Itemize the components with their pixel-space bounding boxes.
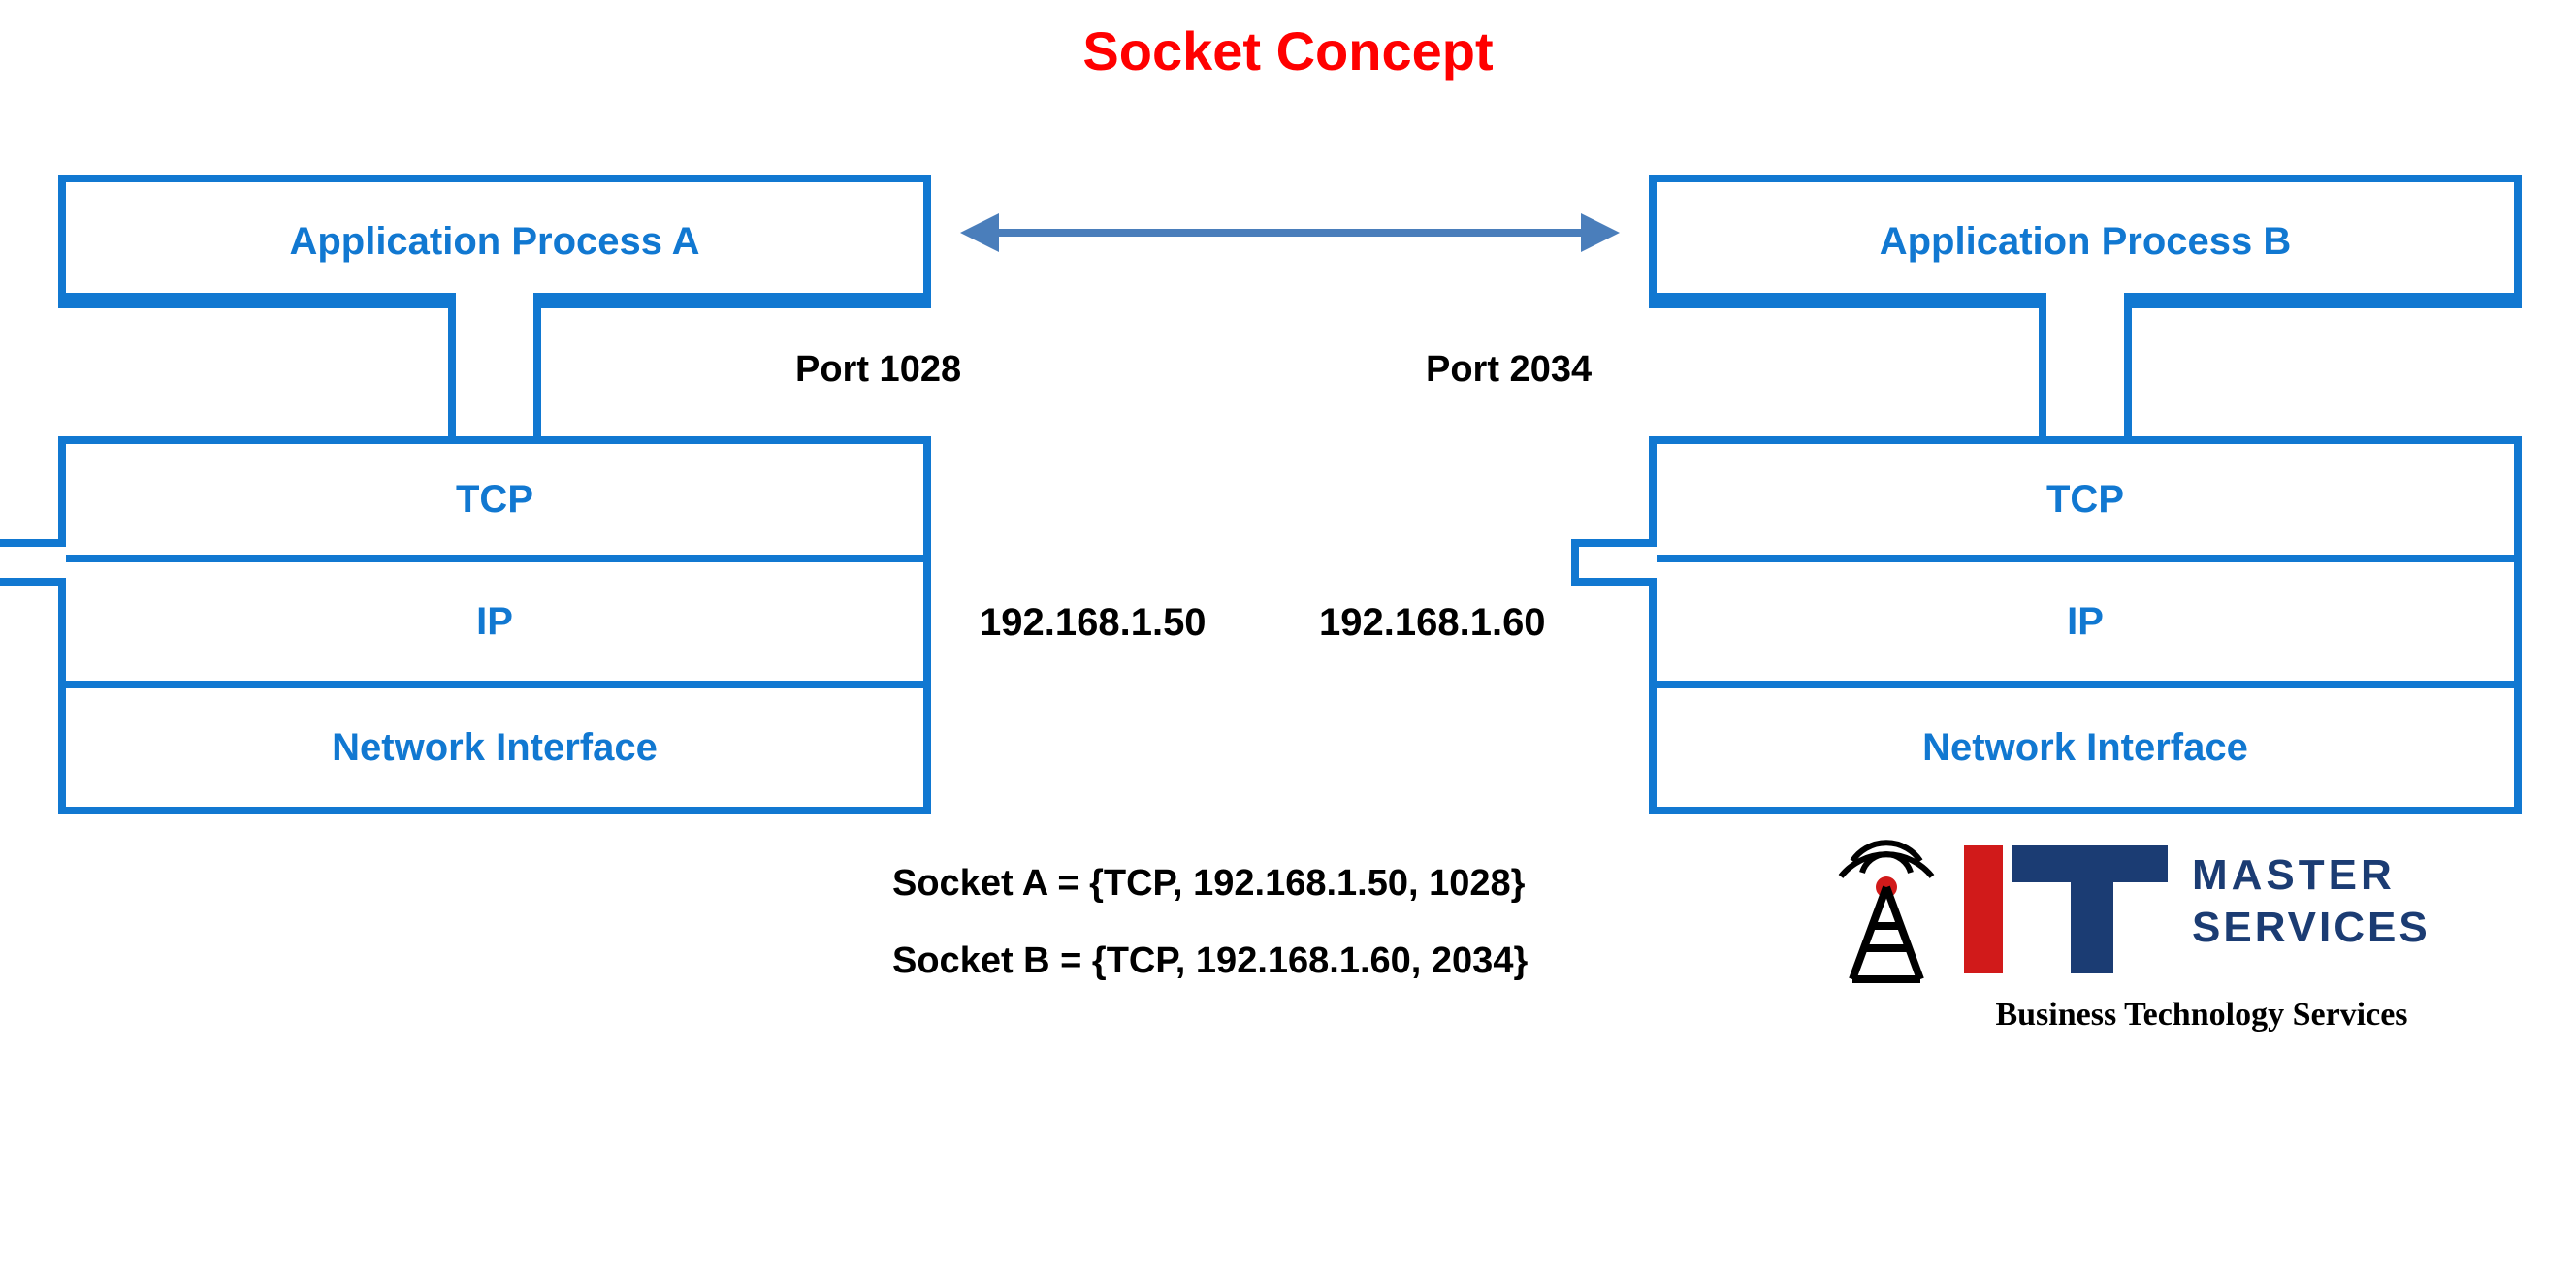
diagram-title: Socket Concept (1082, 19, 1493, 82)
host-a-left-notch-top (0, 539, 58, 562)
host-a-ip-box: IP (58, 562, 931, 688)
company-logo: MASTER SERVICES Business Technology Serv… (1823, 834, 2560, 1047)
host-b-left-notch-bottom (1571, 562, 1649, 586)
ip-a-value: 192.168.1.50 (980, 601, 1207, 645)
host-a-stem-left (58, 301, 456, 436)
host-a-app-label: Application Process A (289, 220, 699, 264)
host-b-tcp-box: TCP (1649, 436, 2522, 562)
socket-a-definition: Socket A = {TCP, 192.168.1.50, 1028} (892, 863, 1525, 905)
it-logo-icon (1954, 834, 2177, 989)
host-b-net-box: Network Interface (1649, 688, 2522, 814)
host-a-net-label: Network Interface (332, 726, 658, 770)
host-b-net-label: Network Interface (1922, 726, 2248, 770)
host-a-ip-label: IP (476, 600, 513, 644)
port-a-label: Port 1028 (795, 349, 961, 391)
host-a-app-bottom-left (58, 293, 456, 301)
host-a-left-notch-bottom (0, 562, 58, 586)
port-b-label: Port 2034 (1426, 349, 1592, 391)
ip-b-value: 192.168.1.60 (1319, 601, 1546, 645)
host-b-app-box: Application Process B (1649, 175, 2522, 301)
host-b-ip-box: IP (1649, 562, 2522, 688)
logo-tagline: Business Technology Services (1862, 997, 2541, 1034)
host-a-left-notch-mask (58, 547, 66, 578)
host-a-app-box: Application Process A (58, 175, 931, 301)
logo-services-text: SERVICES (2192, 904, 2431, 952)
host-a-tcp-box: TCP (58, 436, 931, 562)
host-b-ip-label: IP (2067, 600, 2104, 644)
host-b-tcp-label: TCP (2046, 478, 2124, 522)
host-b-stem-right (2124, 301, 2522, 436)
host-b-app-bottom-left (1649, 293, 2046, 301)
host-b-left-notch-mask (1649, 547, 1657, 578)
host-a-tcp-label: TCP (456, 478, 533, 522)
host-a-app-bottom-right (533, 293, 931, 301)
antenna-icon (1823, 834, 1949, 989)
socket-b-definition: Socket B = {TCP, 192.168.1.60, 2034} (892, 940, 1528, 982)
host-b-left-notch-top (1571, 539, 1649, 562)
host-a-net-box: Network Interface (58, 688, 931, 814)
host-b-app-bottom-right (2124, 293, 2522, 301)
logo-master-text: MASTER (2192, 851, 2396, 900)
host-b-app-label: Application Process B (1880, 220, 2292, 264)
host-b-stem-left (1649, 301, 2046, 436)
